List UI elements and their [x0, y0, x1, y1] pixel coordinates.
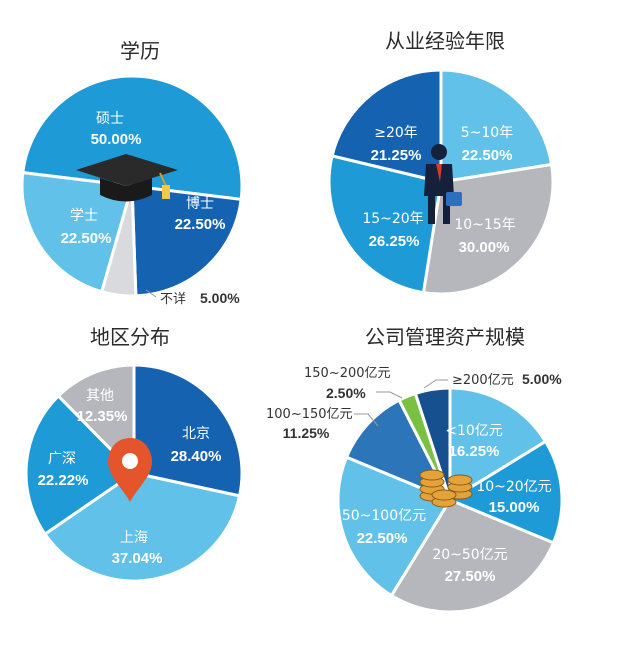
- region-slice-2: [24, 393, 137, 537]
- location-pin-icon: [108, 438, 152, 502]
- region-title: 地区分布: [90, 325, 170, 349]
- experience-slice-0: [439, 68, 554, 184]
- region-label-shanghai: 上海: [120, 530, 148, 546]
- region-value-other: 12.35%: [77, 408, 128, 425]
- aum-leader-150-200: [376, 391, 403, 399]
- experience-title: 从业经验年限: [385, 29, 505, 53]
- education-label-master: 硕士: [96, 111, 124, 127]
- region-value-shanghai: 37.04%: [112, 550, 163, 567]
- education-label-bachelor: 学士: [70, 208, 98, 224]
- education-chart: 学历 硕士 50.00% 博士 22.50% 学士 22.50% 不详 5.00…: [20, 39, 244, 307]
- experience-label-20plus: ≥20年: [374, 125, 418, 141]
- aum-slice-2: [389, 498, 556, 614]
- region-value-guangshen: 22.22%: [38, 472, 89, 489]
- aum-pie: [336, 386, 564, 614]
- aum-value-20-50: 27.50%: [445, 568, 496, 585]
- experience-slice-3: [330, 68, 443, 184]
- region-chart: 地区分布 北京 28.40% 上海 37.04% 广深 22.22% 其他 12…: [24, 325, 244, 583]
- experience-value-5-10: 22.50%: [462, 147, 513, 164]
- region-label-other: 其他: [86, 388, 114, 404]
- aum-value-100-150: 11.25%: [283, 425, 330, 441]
- experience-chart: 从业经验年限 5~10年 22.50% 10~15年 30.00% 15~20年…: [327, 29, 555, 296]
- experience-value-10-15: 30.00%: [459, 239, 510, 256]
- region-slice-1: [42, 471, 242, 583]
- aum-label-20-50: 20~50亿元: [432, 547, 507, 563]
- experience-label-15-20: 15~20年: [362, 211, 423, 227]
- graduation-cap-icon: [76, 154, 178, 202]
- education-label-doctor: 博士: [186, 195, 214, 212]
- region-value-beijing: 28.40%: [171, 448, 222, 465]
- aum-value-50-100: 22.50%: [357, 530, 408, 547]
- education-slice-1: [130, 184, 243, 298]
- aum-value-200plus: 5.00%: [522, 371, 562, 387]
- aum-label-lt10: <10亿元: [445, 423, 503, 439]
- education-pie: [20, 74, 244, 298]
- education-value-bachelor: 22.50%: [61, 230, 112, 247]
- aum-value-150-200: 2.50%: [326, 385, 366, 401]
- aum-label-50-100: 50~100亿元: [342, 508, 426, 524]
- education-label-unknown: 不详: [160, 292, 186, 307]
- education-value-unknown: 5.00%: [200, 290, 240, 306]
- aum-leader-200plus: [423, 379, 448, 389]
- aum-leader-100-150: [354, 413, 379, 427]
- aum-label-150-200: 150~200亿元: [304, 366, 391, 381]
- experience-label-10-15: 10~15年: [454, 217, 515, 233]
- education-leader-unknown: [145, 289, 157, 298]
- education-slice-0: [21, 74, 244, 202]
- experience-label-5-10: 5~10年: [461, 125, 513, 141]
- aum-label-100-150: 100~150亿元: [266, 407, 353, 422]
- aum-slice-0: [448, 386, 548, 503]
- aum-chart: 公司管理资产规模 <10亿元 16.25% 10~20亿元 15.00% 20~…: [266, 325, 564, 614]
- region-label-beijing: 北京: [182, 426, 210, 442]
- aum-label-200plus: ≥200亿元: [452, 373, 514, 388]
- education-slice-3: [20, 170, 134, 294]
- experience-value-20plus: 21.25%: [371, 147, 422, 164]
- aum-value-10-20: 15.00%: [489, 499, 540, 516]
- aum-slice-1: [446, 439, 564, 545]
- region-slice-0: [132, 363, 244, 498]
- businessman-icon: [424, 144, 462, 224]
- coin-stack-icon: [419, 469, 473, 508]
- education-value-master: 50.00%: [91, 131, 142, 148]
- experience-value-15-20: 26.25%: [369, 233, 420, 250]
- education-title: 学历: [120, 39, 160, 63]
- region-label-guangshen: 广深: [48, 451, 76, 467]
- education-value-doctor: 22.50%: [175, 216, 226, 233]
- aum-value-lt10: 16.25%: [449, 443, 500, 460]
- aum-title: 公司管理资产规模: [365, 325, 525, 349]
- aum-label-10-20: 10~20亿元: [476, 479, 551, 495]
- experience-slice-2: [327, 154, 443, 295]
